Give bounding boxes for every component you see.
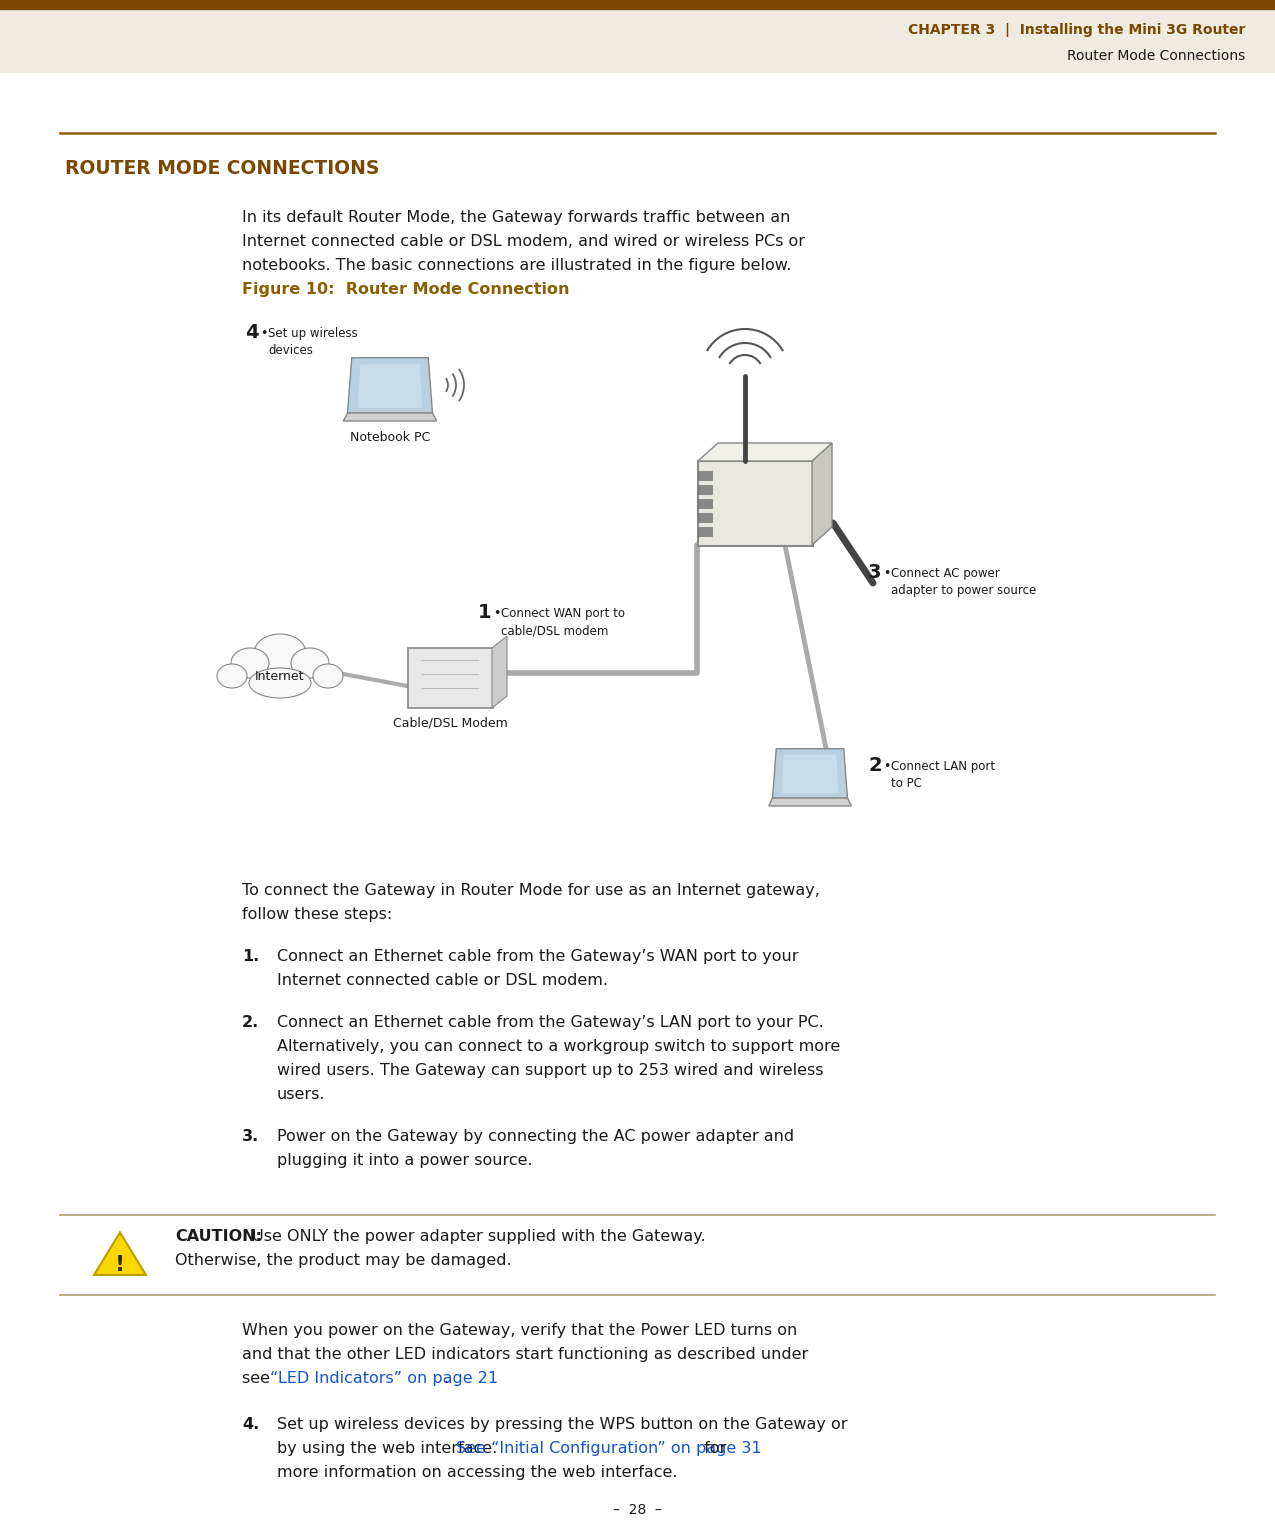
Bar	[0, 9, 1275, 72]
Polygon shape	[348, 358, 432, 414]
Text: Internet connected cable or DSL modem, and wired or wireless PCs or: Internet connected cable or DSL modem, a…	[242, 234, 805, 250]
Text: 4.: 4.	[242, 1417, 259, 1432]
Text: for: for	[700, 1442, 727, 1455]
Text: follow these steps:: follow these steps:	[242, 907, 393, 922]
Text: see: see	[242, 1371, 275, 1386]
Text: Connect WAN port to
cable/DSL modem: Connect WAN port to cable/DSL modem	[501, 607, 625, 637]
Text: Use ONLY the power adapter supplied with the Gateway.: Use ONLY the power adapter supplied with…	[247, 1229, 705, 1244]
Text: Connect AC power
adapter to power source: Connect AC power adapter to power source	[891, 567, 1037, 597]
Text: .: .	[442, 1371, 448, 1386]
Text: In its default Router Mode, the Gateway forwards traffic between an: In its default Router Mode, the Gateway …	[242, 210, 790, 225]
Text: CAUTION:: CAUTION:	[175, 1229, 261, 1244]
Bar	[697, 461, 813, 545]
Text: 3: 3	[868, 562, 881, 582]
Text: 2: 2	[868, 755, 881, 775]
Text: Set up wireless devices by pressing the WPS button on the Gateway or: Set up wireless devices by pressing the …	[277, 1417, 848, 1432]
Text: 1: 1	[478, 604, 492, 622]
Bar	[697, 499, 711, 509]
Text: Internet: Internet	[255, 669, 305, 683]
Text: Set up wireless
devices: Set up wireless devices	[268, 326, 358, 357]
Text: users.: users.	[277, 1088, 325, 1102]
Bar	[697, 486, 711, 493]
Bar	[0, 0, 1275, 9]
Polygon shape	[94, 1233, 147, 1275]
Text: •: •	[884, 760, 890, 774]
Text: •: •	[884, 567, 890, 581]
Text: Router Mode Connections: Router Mode Connections	[1067, 49, 1244, 63]
Bar	[697, 470, 711, 480]
Text: •: •	[493, 607, 500, 620]
Text: 2.: 2.	[242, 1016, 259, 1030]
Text: notebooks. The basic connections are illustrated in the figure below.: notebooks. The basic connections are ill…	[242, 257, 792, 273]
Text: When you power on the Gateway, verify that the Power LED turns on: When you power on the Gateway, verify th…	[242, 1324, 797, 1337]
Bar	[697, 527, 711, 536]
Polygon shape	[697, 443, 833, 461]
Bar	[408, 648, 493, 708]
Text: Notebook PC: Notebook PC	[349, 430, 430, 444]
Text: See “Initial Configuration” on page 31: See “Initial Configuration” on page 31	[456, 1442, 762, 1455]
Polygon shape	[343, 414, 437, 421]
Text: Connect LAN port
to PC: Connect LAN port to PC	[891, 760, 994, 791]
Text: Connect an Ethernet cable from the Gateway’s LAN port to your PC.: Connect an Ethernet cable from the Gatew…	[277, 1016, 824, 1030]
Polygon shape	[358, 365, 422, 408]
Text: 4: 4	[245, 323, 259, 342]
Text: Otherwise, the product may be damaged.: Otherwise, the product may be damaged.	[175, 1253, 511, 1268]
Text: –  28  –: – 28 –	[612, 1503, 662, 1517]
Text: •: •	[260, 326, 268, 340]
Text: by using the web interface.: by using the web interface.	[277, 1442, 502, 1455]
Ellipse shape	[231, 648, 269, 679]
Text: CHAPTER 3  |  Installing the Mini 3G Router: CHAPTER 3 | Installing the Mini 3G Route…	[908, 23, 1244, 37]
Text: ROUTER MODE CONNECTIONS: ROUTER MODE CONNECTIONS	[65, 158, 380, 178]
Text: 3.: 3.	[242, 1129, 259, 1144]
Ellipse shape	[312, 663, 343, 688]
Text: 1.: 1.	[242, 948, 259, 964]
Text: Power on the Gateway by connecting the AC power adapter and: Power on the Gateway by connecting the A…	[277, 1129, 794, 1144]
Text: To connect the Gateway in Router Mode for use as an Internet gateway,: To connect the Gateway in Router Mode fo…	[242, 882, 820, 898]
Ellipse shape	[249, 668, 311, 699]
Text: Connect an Ethernet cable from the Gateway’s WAN port to your: Connect an Ethernet cable from the Gatew…	[277, 948, 798, 964]
Text: Cable/DSL Modem: Cable/DSL Modem	[393, 715, 507, 729]
Text: wired users. The Gateway can support up to 253 wired and wireless: wired users. The Gateway can support up …	[277, 1063, 824, 1079]
Text: more information on accessing the web interface.: more information on accessing the web in…	[277, 1465, 677, 1480]
Ellipse shape	[217, 663, 247, 688]
Ellipse shape	[291, 648, 329, 679]
Text: Internet connected cable or DSL modem.: Internet connected cable or DSL modem.	[277, 973, 608, 988]
Text: “LED Indicators” on page 21: “LED Indicators” on page 21	[270, 1371, 499, 1386]
Polygon shape	[773, 749, 848, 798]
Ellipse shape	[254, 634, 306, 673]
Text: Figure 10:  Router Mode Connection: Figure 10: Router Mode Connection	[242, 282, 570, 297]
Polygon shape	[769, 798, 852, 806]
Polygon shape	[812, 443, 833, 545]
Text: Alternatively, you can connect to a workgroup switch to support more: Alternatively, you can connect to a work…	[277, 1039, 840, 1054]
Text: plugging it into a power source.: plugging it into a power source.	[277, 1154, 533, 1167]
Polygon shape	[492, 636, 507, 708]
Bar	[697, 513, 711, 522]
Text: and that the other LED indicators start functioning as described under: and that the other LED indicators start …	[242, 1347, 808, 1362]
Text: !: !	[115, 1255, 125, 1275]
Polygon shape	[782, 754, 839, 794]
